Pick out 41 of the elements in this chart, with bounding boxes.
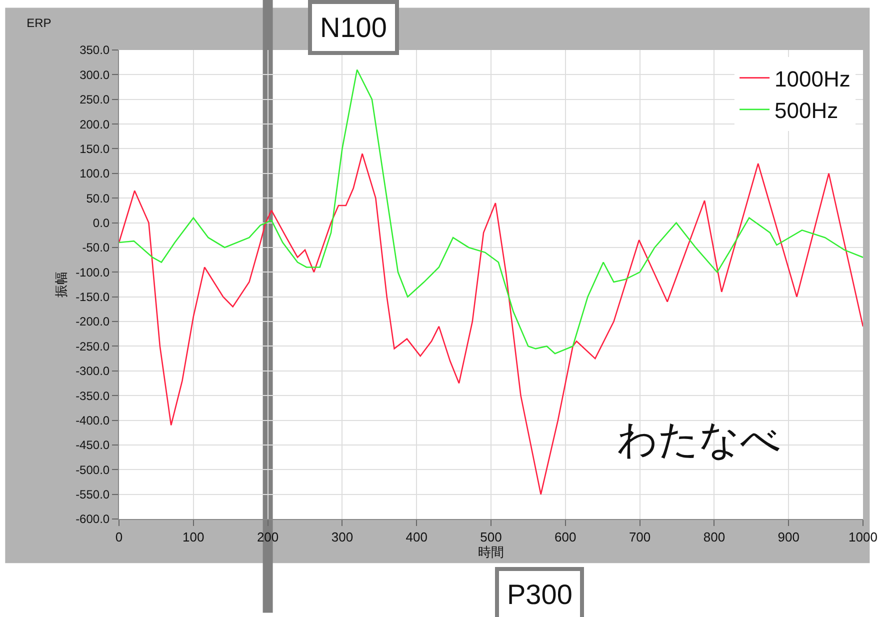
- y-tick-label: -350.0: [76, 388, 110, 403]
- x-tick-label: 200: [256, 530, 279, 545]
- y-tick-label: -550.0: [76, 488, 110, 502]
- x-tick-label: 700: [628, 530, 651, 545]
- x-tick-label: 0: [115, 530, 123, 545]
- y-tick-label: -500.0: [76, 462, 110, 477]
- x-tick-label: 500: [480, 530, 502, 545]
- x-tick-label: 300: [331, 530, 354, 545]
- y-tick-label: 300.0: [80, 68, 110, 82]
- x-tick-label: 900: [778, 530, 800, 545]
- x-axis-title: 時間: [478, 544, 504, 560]
- y-tick-label: -600.0: [76, 512, 110, 526]
- text: P300: [507, 579, 572, 610]
- legend-label: 500Hz: [774, 98, 838, 124]
- y-tick-label: 250.0: [80, 92, 110, 107]
- y-tick-label: 100.0: [80, 166, 110, 181]
- y-tick-label: -450.0: [76, 438, 110, 452]
- y-axis-title: 振幅: [54, 272, 69, 298]
- x-tick-label: 1000: [848, 530, 878, 545]
- x-tick-label: 600: [554, 530, 576, 545]
- y-tick-label: -250.0: [76, 339, 110, 354]
- y-tick-label: 0.0: [92, 216, 110, 230]
- y-tick-label: -50.0: [82, 240, 110, 255]
- y-tick-label: 200.0: [80, 117, 110, 132]
- x-tick-label: 800: [703, 530, 726, 545]
- y-tick-label: -400.0: [76, 413, 110, 428]
- y-tick-label: -200.0: [76, 314, 110, 329]
- y-tick-label: 50.0: [86, 191, 110, 206]
- y-tick-label: 150.0: [80, 142, 110, 156]
- x-tick-label: 100: [182, 530, 204, 545]
- line-series: [119, 69, 863, 354]
- y-tick-label: -150.0: [76, 290, 110, 304]
- x-tick-label: 400: [406, 530, 428, 545]
- y-tick-label: -100.0: [76, 265, 110, 280]
- text: N100: [320, 12, 387, 43]
- y-tick-label: 350.0: [80, 43, 110, 58]
- y-tick-label: -300.0: [76, 364, 110, 378]
- annotation: わたなべ: [617, 418, 781, 462]
- line-series: [119, 153, 863, 495]
- chart-title: ERP: [26, 16, 52, 30]
- legend-label: 1000Hz: [774, 66, 850, 92]
